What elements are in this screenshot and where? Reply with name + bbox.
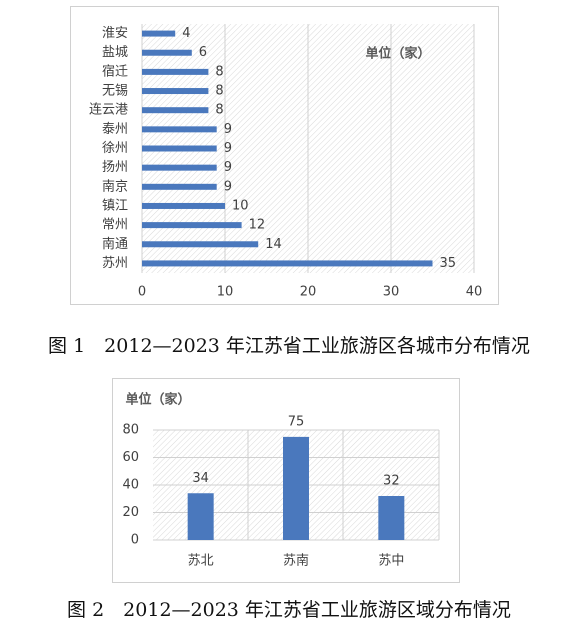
bar <box>142 107 209 114</box>
y-tick-label: 80 <box>122 423 139 438</box>
caption: 图 2 2012—2023 年江苏省工业旅游区域分布情况 <box>67 599 511 621</box>
data-label: 14 <box>265 237 282 252</box>
bar <box>142 222 242 229</box>
bar <box>142 260 433 267</box>
bar <box>142 164 217 171</box>
y-tick-label: 南通 <box>102 236 128 252</box>
x-tick-label: 20 <box>300 285 317 300</box>
data-label: 8 <box>215 64 223 79</box>
unit-label: 单位（家） <box>365 46 430 62</box>
y-tick-label: 泰州 <box>102 122 128 137</box>
data-label: 12 <box>249 218 266 233</box>
y-tick-label: 20 <box>122 505 139 520</box>
y-tick-label: 60 <box>122 450 139 465</box>
bar <box>142 202 225 209</box>
data-label: 75 <box>288 414 305 429</box>
y-tick-label: 淮安 <box>102 26 128 41</box>
y-tick-label: 苏州 <box>102 255 128 271</box>
y-tick-label: 南京 <box>102 178 128 194</box>
bar <box>142 30 176 37</box>
data-label: 10 <box>232 198 249 213</box>
bar <box>142 88 209 95</box>
y-tick-label: 常州 <box>102 218 128 233</box>
data-label: 8 <box>215 84 223 99</box>
unit-label: 单位（家） <box>125 392 190 408</box>
bar <box>142 241 259 248</box>
data-label: 9 <box>224 141 232 156</box>
x-tick-label: 苏北 <box>188 553 214 569</box>
x-tick-label: 40 <box>466 285 483 300</box>
y-tick-label: 盐城 <box>102 45 128 60</box>
data-label: 9 <box>224 160 232 175</box>
bar <box>187 493 214 540</box>
bar <box>142 68 209 75</box>
y-tick-label: 连云港 <box>89 102 128 118</box>
bar <box>142 145 217 152</box>
x-tick-label: 10 <box>217 285 234 300</box>
data-label: 9 <box>224 179 232 194</box>
x-tick-label: 0 <box>138 285 146 300</box>
bar <box>142 183 217 190</box>
bar <box>142 126 217 133</box>
x-tick-label: 30 <box>383 285 400 300</box>
data-label: 8 <box>215 103 223 118</box>
data-label: 9 <box>224 122 232 137</box>
y-tick-label: 宿迁 <box>102 63 128 79</box>
bar <box>283 436 309 540</box>
x-tick-label: 苏南 <box>283 553 309 569</box>
data-label: 34 <box>192 471 209 486</box>
bar <box>378 496 405 540</box>
x-tick-label: 苏中 <box>378 553 404 569</box>
y-tick-label: 0 <box>131 533 139 548</box>
y-tick-label: 扬州 <box>102 160 128 175</box>
data-label: 35 <box>440 256 457 271</box>
data-label: 4 <box>182 26 190 41</box>
bar <box>142 49 192 56</box>
y-tick-label: 徐州 <box>102 141 128 156</box>
data-label: 32 <box>383 474 400 489</box>
y-tick-label: 镇江 <box>102 198 128 213</box>
data-label: 6 <box>199 45 207 60</box>
caption: 图 1 2012—2023 年江苏省工业旅游区各城市分布情况 <box>48 335 530 357</box>
y-tick-label: 40 <box>122 478 139 493</box>
y-tick-label: 无锡 <box>102 84 128 99</box>
